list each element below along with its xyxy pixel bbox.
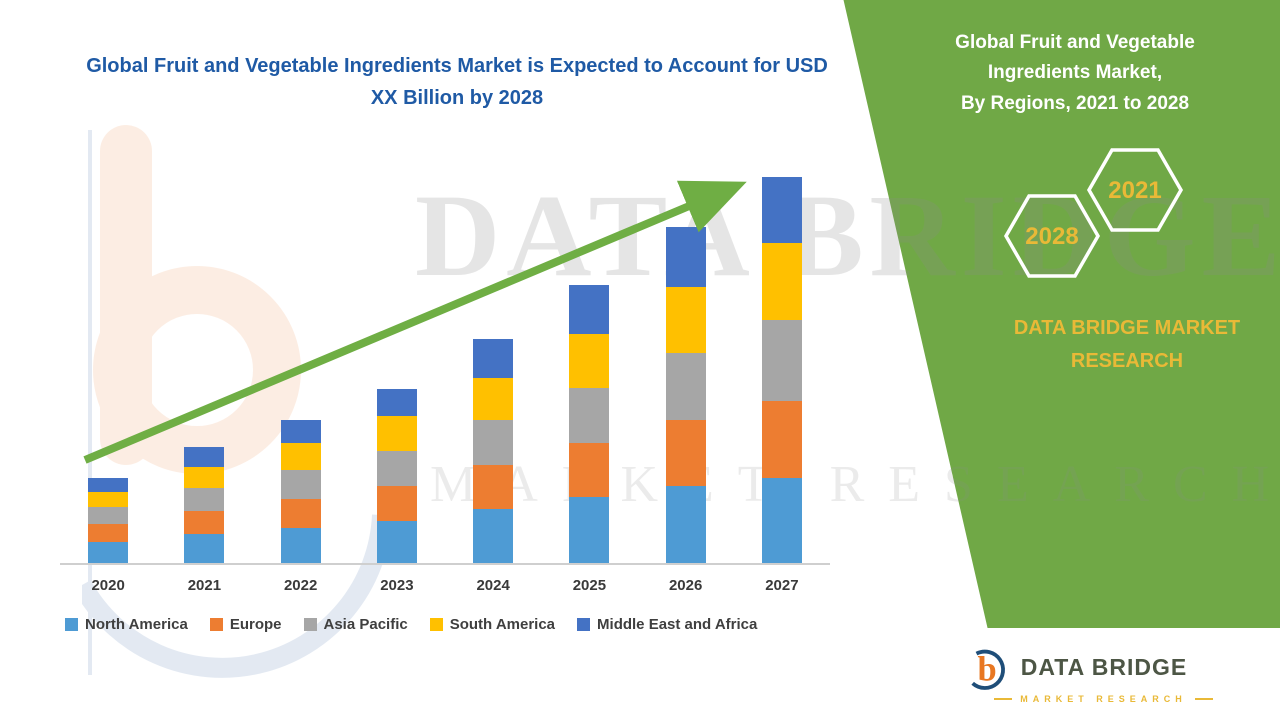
x-axis-label-2023: 2023 bbox=[380, 577, 414, 594]
bar-segment-2026 bbox=[665, 287, 706, 353]
bar-segment-2023 bbox=[376, 389, 417, 417]
hexagon-2021 bbox=[1086, 148, 1184, 232]
bar-segment-2021 bbox=[184, 534, 225, 563]
bar-segment-2022 bbox=[280, 499, 321, 529]
bar-segment-2020 bbox=[88, 541, 129, 563]
bar-segment-2020 bbox=[88, 524, 129, 542]
legend-item: Asia Pacific bbox=[303, 616, 408, 633]
bar-segment-2025 bbox=[569, 333, 610, 388]
bar-segment-2022 bbox=[280, 470, 321, 500]
svg-text:b: b bbox=[977, 650, 996, 688]
x-axis-labels: 2020 2021 2022 2023 2024 2025 2026 2027 bbox=[60, 577, 830, 599]
hexagon-year-2028: 2028 bbox=[1025, 223, 1079, 250]
brand-text: DATA BRIDGE MARKET RESEARCH bbox=[1013, 317, 1241, 372]
x-axis-label-2020: 2020 bbox=[91, 577, 125, 594]
bar-segment-2024 bbox=[473, 509, 514, 563]
bar-segment-2020 bbox=[88, 491, 129, 508]
bar-segment-2025 bbox=[569, 387, 610, 444]
bar-segment-2021 bbox=[184, 447, 225, 467]
bar-2020 bbox=[88, 478, 129, 563]
bar-2021 bbox=[184, 447, 225, 563]
legend-label: Asia Pacific bbox=[323, 616, 408, 633]
bar-segment-2022 bbox=[280, 420, 321, 444]
bar-2022 bbox=[280, 420, 321, 563]
legend-item: Middle East and Africa bbox=[577, 616, 757, 633]
legend-label: South America bbox=[449, 616, 556, 633]
bar-2025 bbox=[569, 285, 610, 563]
databridge-logo-box: b DATA BRIDGE MARKET RESEARCH bbox=[872, 628, 1280, 720]
bar-segment-2024 bbox=[473, 377, 514, 421]
x-axis-label-2024: 2024 bbox=[476, 577, 510, 594]
bar-segment-2027 bbox=[761, 177, 802, 243]
logo-company-name: DATA BRIDGE bbox=[1020, 654, 1188, 680]
databridge-logo-icon: b bbox=[971, 649, 1005, 690]
x-axis-label-2025: 2025 bbox=[572, 577, 607, 594]
bar-segment-2023 bbox=[376, 416, 417, 452]
legend-swatch bbox=[65, 618, 78, 631]
legend-label: Europe bbox=[229, 616, 282, 633]
x-axis-label-2022: 2022 bbox=[283, 577, 318, 594]
bar-segment-2020 bbox=[88, 478, 129, 492]
bar-segment-2020 bbox=[88, 507, 129, 525]
legend-swatch bbox=[209, 618, 223, 631]
bar-segment-2023 bbox=[376, 451, 417, 486]
legend-item: South America bbox=[429, 616, 556, 633]
bar-segment-2021 bbox=[184, 466, 225, 488]
bar-segment-2023 bbox=[376, 485, 417, 521]
chart-title: Global Fruit and Vegetable Ingredients M… bbox=[86, 55, 828, 109]
bar-segment-2026 bbox=[665, 420, 706, 486]
bar-segment-2021 bbox=[184, 487, 225, 511]
bar-segment-2025 bbox=[569, 497, 610, 563]
x-axis-label-2027: 2027 bbox=[765, 577, 799, 594]
bar-segment-2025 bbox=[569, 443, 610, 498]
bar-segment-2027 bbox=[761, 320, 802, 402]
legend-item: North America bbox=[65, 616, 188, 633]
hexagon-year-2021: 2021 bbox=[1108, 177, 1162, 204]
legend-label: Middle East and Africa bbox=[597, 616, 758, 633]
x-axis-label-2021: 2021 bbox=[187, 577, 222, 594]
legend-swatch bbox=[303, 618, 317, 631]
chart-legend: North America Europe Asia Pacific South Ame… bbox=[65, 616, 757, 633]
bar-segment-2021 bbox=[184, 510, 225, 535]
x-axis-label-2026: 2026 bbox=[668, 577, 703, 594]
bar-segment-2026 bbox=[665, 485, 706, 563]
legend-swatch bbox=[577, 618, 591, 631]
bar-segment-2026 bbox=[665, 227, 706, 288]
bar-segment-2027 bbox=[761, 401, 802, 479]
side-panel-heading: Global Fruit and Vegetable Ingredients M… bbox=[955, 32, 1195, 114]
tagline-rule-right bbox=[1194, 697, 1213, 700]
legend-swatch bbox=[429, 618, 443, 631]
bar-segment-2024 bbox=[473, 420, 514, 465]
tagline-rule-left bbox=[994, 697, 1013, 700]
legend-item: Europe bbox=[209, 616, 282, 633]
bar-segment-2023 bbox=[376, 520, 417, 563]
bar-2023 bbox=[376, 389, 417, 563]
bar-2026 bbox=[665, 227, 706, 563]
bar-segment-2026 bbox=[665, 352, 706, 421]
bar-segment-2024 bbox=[473, 339, 514, 378]
hexagon-2028 bbox=[1003, 194, 1101, 278]
bar-2024 bbox=[473, 339, 514, 563]
bar-segment-2027 bbox=[761, 242, 802, 321]
bar-segment-2024 bbox=[473, 464, 514, 509]
bar-2027 bbox=[761, 177, 802, 563]
bar-segment-2022 bbox=[280, 528, 321, 563]
year-hexagons bbox=[1003, 148, 1184, 278]
bar-segment-2027 bbox=[761, 478, 802, 563]
bar-segment-2025 bbox=[569, 285, 610, 334]
logo-tagline: MARKET RESEARCH bbox=[1020, 693, 1187, 704]
bar-chart-plot-area bbox=[60, 160, 830, 565]
bar-segment-2022 bbox=[280, 443, 321, 471]
legend-label: North America bbox=[85, 616, 188, 633]
